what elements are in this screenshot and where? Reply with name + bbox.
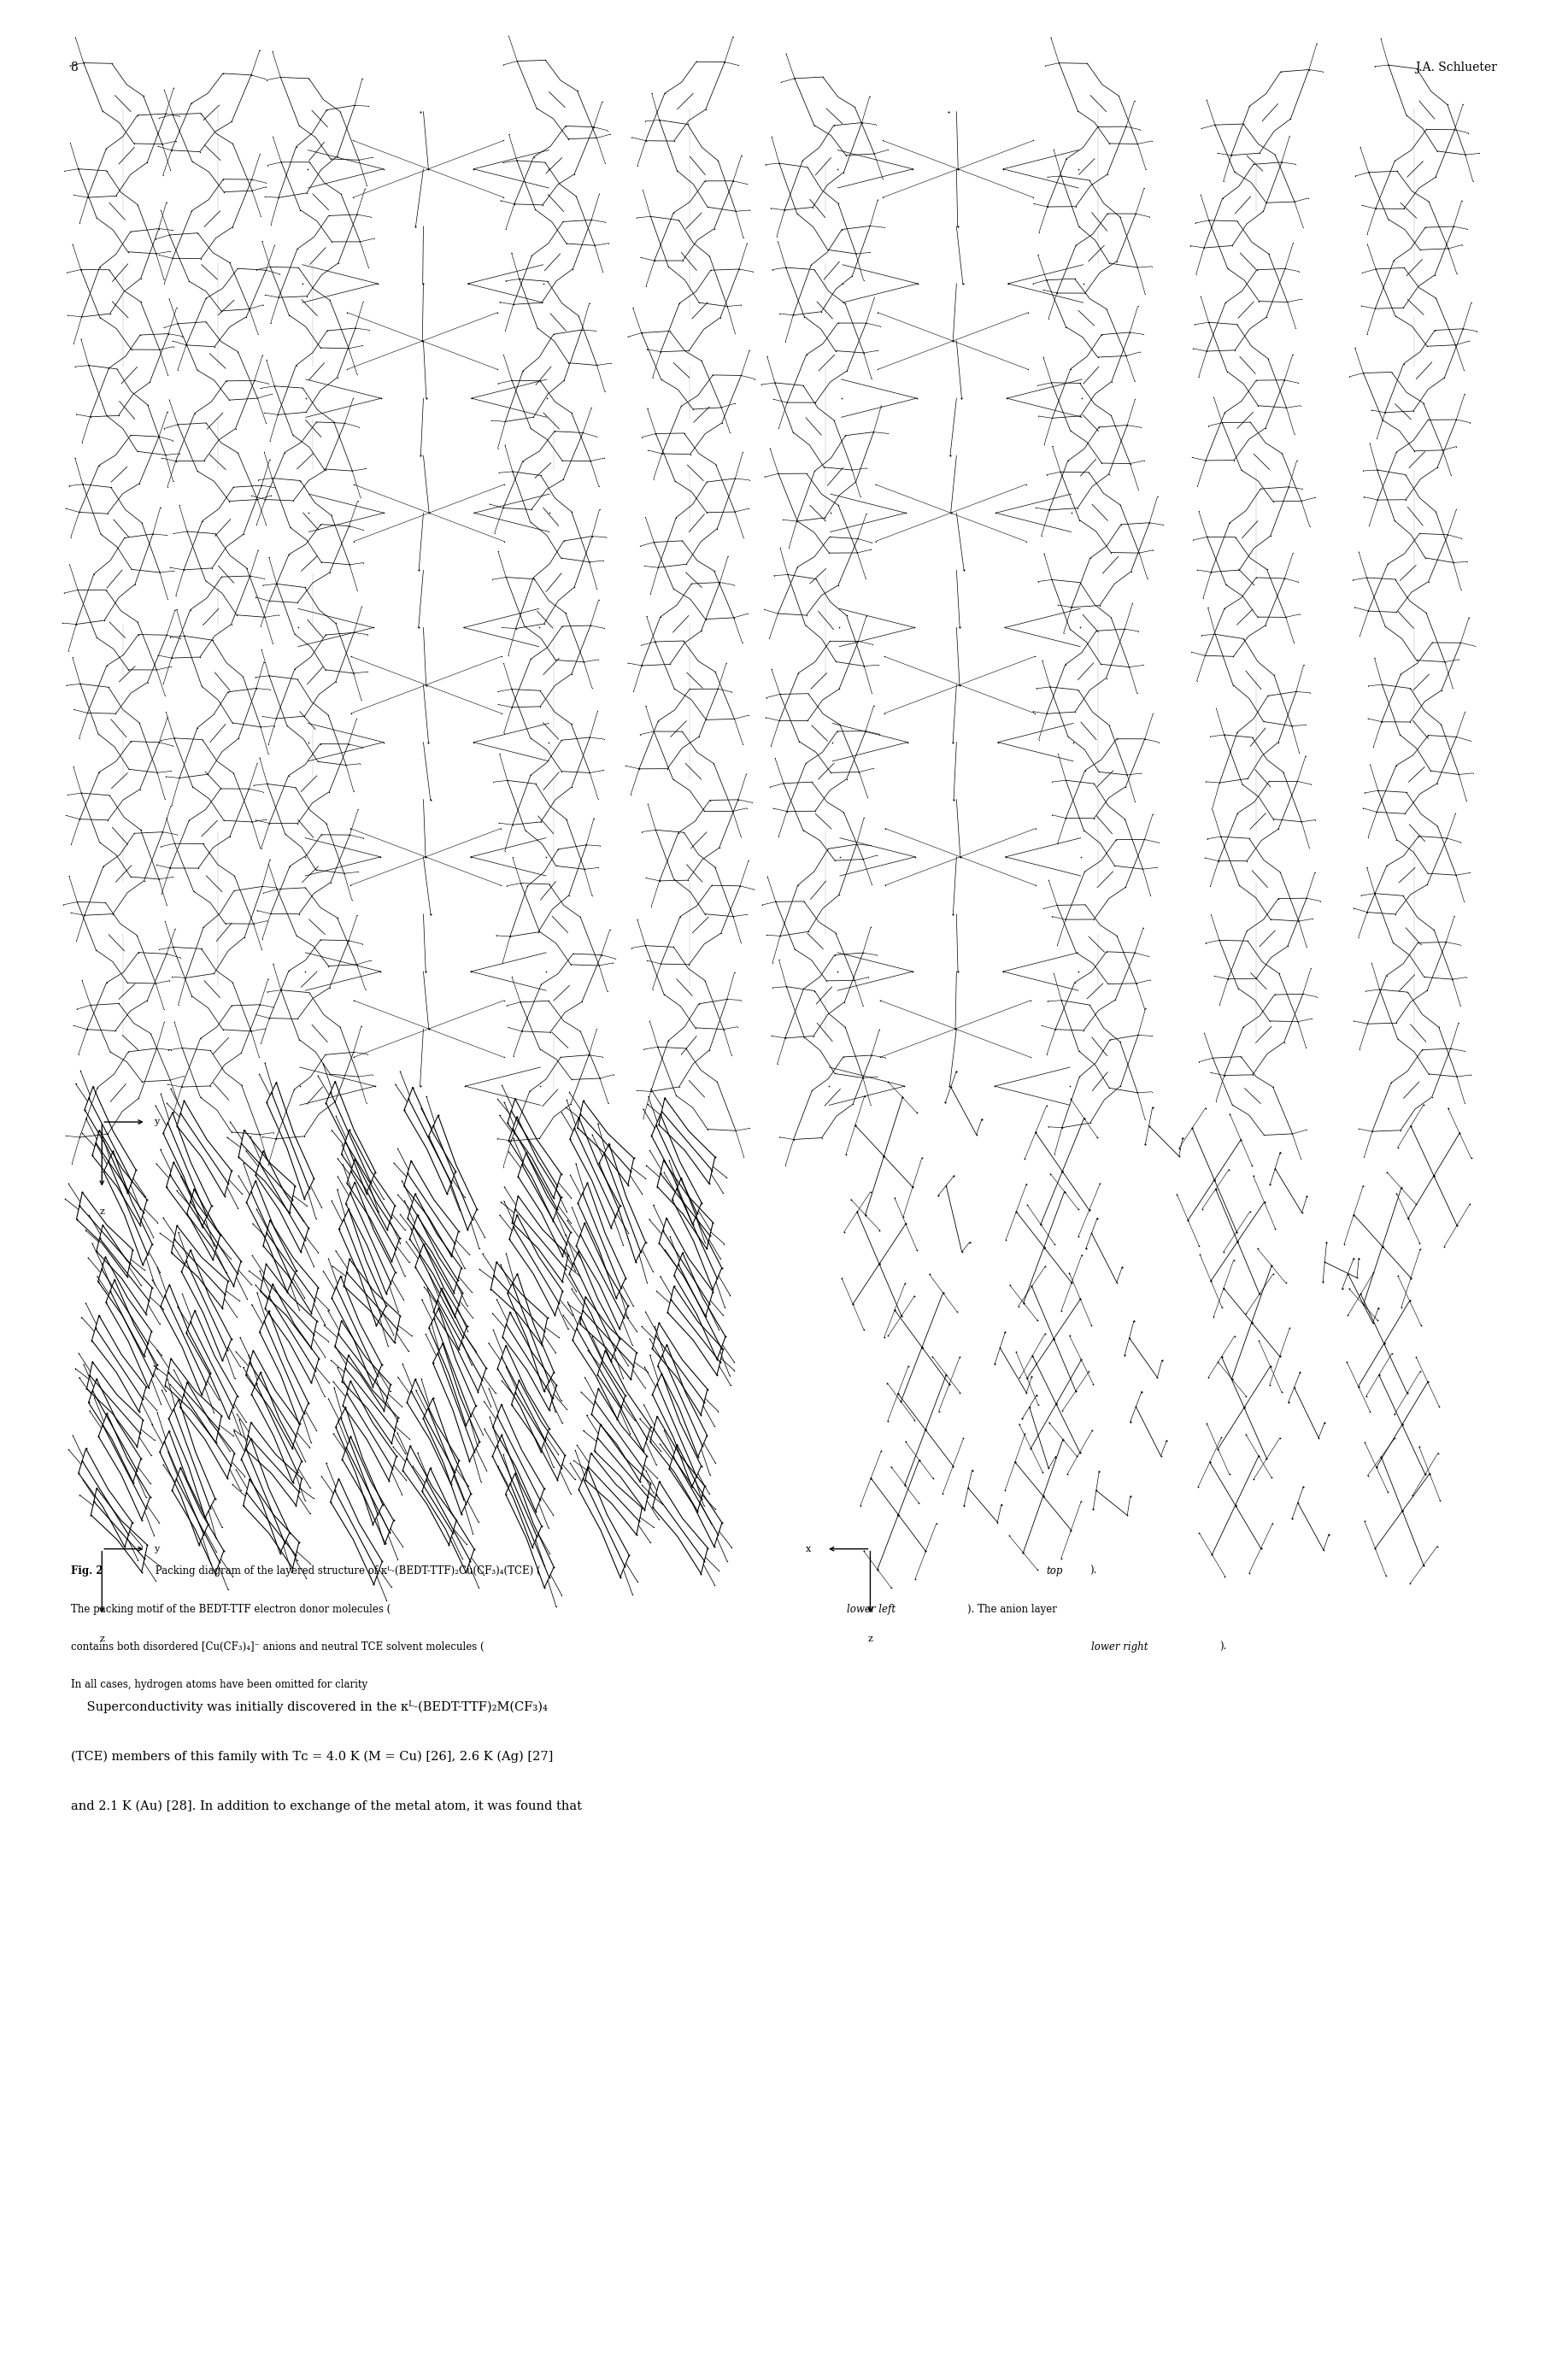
Text: The packing motif of the BEDT-TTF electron donor molecules (: The packing motif of the BEDT-TTF electr… bbox=[71, 1603, 390, 1615]
Text: z: z bbox=[99, 1207, 105, 1217]
Text: z: z bbox=[99, 1634, 105, 1644]
Text: and 2.1 K (Au) [28]. In addition to exchange of the metal atom, it was found tha: and 2.1 K (Au) [28]. In addition to exch… bbox=[71, 1800, 582, 1812]
Text: Superconductivity was initially discovered in the κᴸ-(BEDT-TTF)₂M(CF₃)₄: Superconductivity was initially discover… bbox=[71, 1701, 547, 1713]
Text: 8: 8 bbox=[71, 62, 78, 74]
Text: Packing diagram of the layered structure of κᴸ-(BEDT-TTF)₂Cu(CF₃)₄(TCE) (: Packing diagram of the layered structure… bbox=[152, 1566, 541, 1577]
Text: x: x bbox=[806, 1544, 811, 1554]
Text: J.A. Schlueter: J.A. Schlueter bbox=[1416, 62, 1497, 74]
Text: y: y bbox=[154, 1544, 158, 1554]
Text: In all cases, hydrogen atoms have been omitted for clarity: In all cases, hydrogen atoms have been o… bbox=[71, 1679, 367, 1691]
Text: Fig. 2: Fig. 2 bbox=[71, 1566, 103, 1577]
Text: (TCE) members of this family with Tᴄ = 4.0 K (M = Cu) [26], 2.6 K (Ag) [27]: (TCE) members of this family with Tᴄ = 4… bbox=[71, 1751, 554, 1762]
Text: ). The anion layer: ). The anion layer bbox=[967, 1603, 1057, 1615]
Text: top: top bbox=[1046, 1566, 1063, 1577]
Text: z: z bbox=[867, 1634, 873, 1644]
Text: lower left: lower left bbox=[847, 1603, 895, 1615]
Text: contains both disordered [Cu(CF₃)₄]⁻ anions and neutral TCE solvent molecules (: contains both disordered [Cu(CF₃)₄]⁻ ani… bbox=[71, 1641, 485, 1653]
Text: ).: ). bbox=[1220, 1641, 1228, 1653]
Text: lower right: lower right bbox=[1091, 1641, 1148, 1653]
Text: y: y bbox=[154, 1117, 158, 1127]
Text: ).: ). bbox=[1090, 1566, 1098, 1577]
